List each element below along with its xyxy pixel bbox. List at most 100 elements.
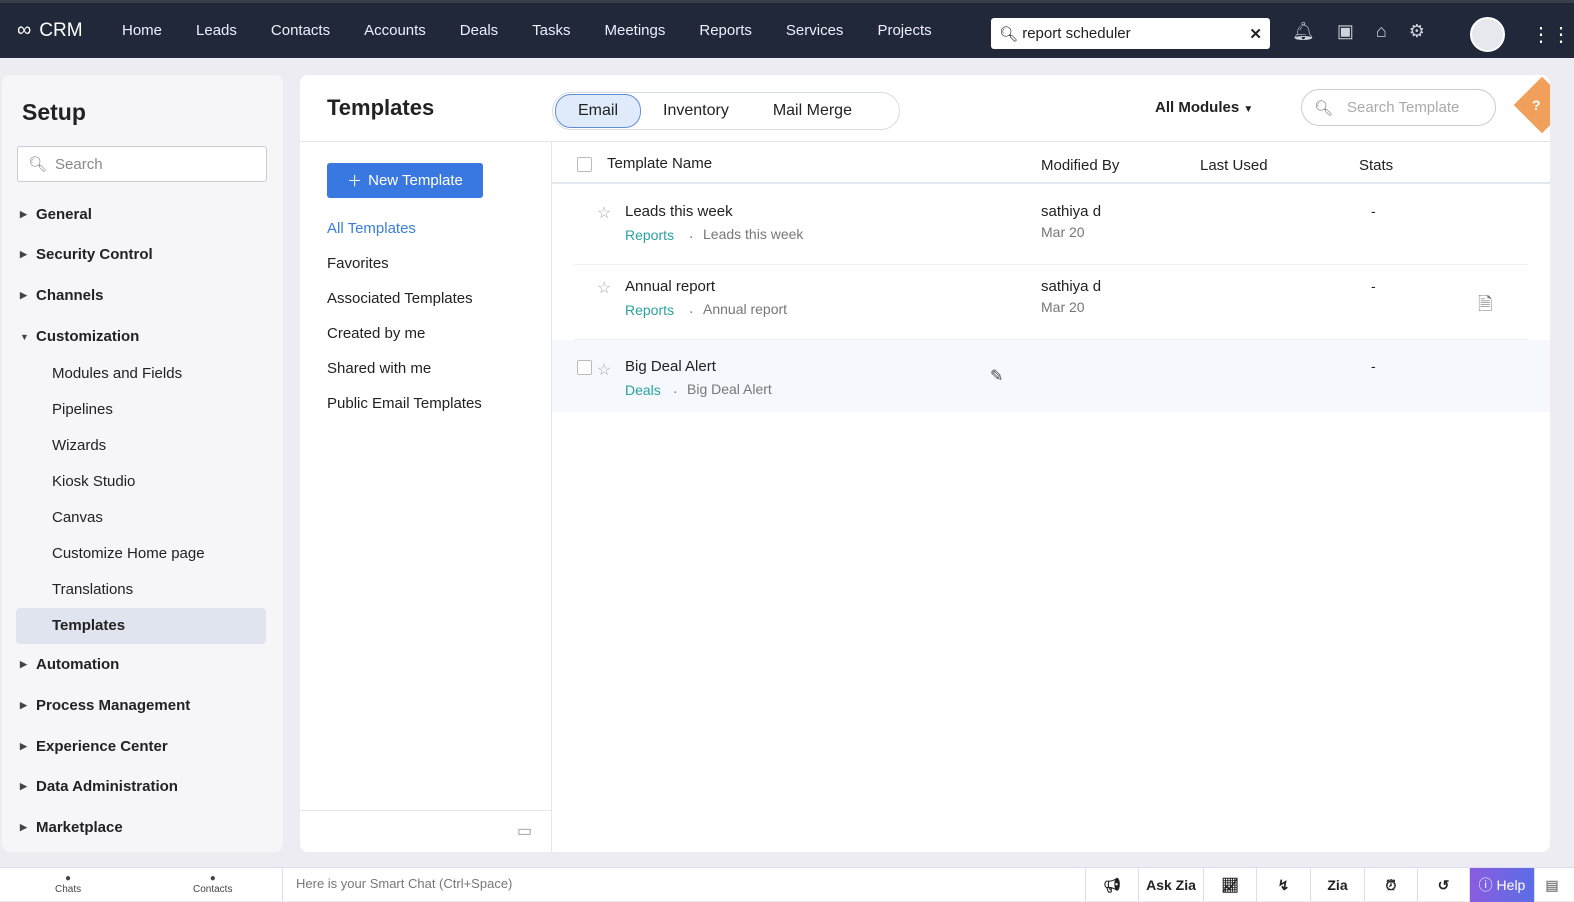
filter-created-by-me[interactable]: Created by me — [327, 325, 426, 342]
logo-icon: ∞ — [17, 19, 32, 41]
filter-favorites[interactable]: Favorites — [327, 255, 389, 272]
sidebar-item-translations[interactable]: Translations — [52, 581, 134, 598]
template-name-link[interactable]: Annual report — [625, 278, 716, 295]
star-icon[interactable]: ☆ — [597, 280, 612, 297]
templates-panel: Templates Email Inventory Mail Merge All… — [300, 75, 1550, 852]
setup-sidebar: Setup 🔍︎ Search ▶ General ▶ Security Control… — [2, 75, 283, 852]
modified-date: Mar 20 — [1041, 224, 1085, 240]
module-link[interactable]: Reports — [625, 302, 675, 318]
sidebar-item-wizards[interactable]: Wizards — [52, 437, 107, 454]
template-subject: Big Deal Alert — [687, 381, 772, 397]
history-icon[interactable]: ↺ — [1417, 868, 1469, 902]
filter-shared-with-me[interactable]: Shared with me — [327, 360, 432, 377]
sidebar-section-marketplace[interactable]: ▶ Marketplace — [20, 819, 123, 836]
question-icon: ? — [1532, 97, 1541, 113]
module-link[interactable]: Reports — [625, 227, 675, 243]
caret-right-icon: ▶ — [20, 741, 27, 751]
sidebar-section-process-management[interactable]: ▶ Process Management — [20, 697, 191, 714]
table-row[interactable]: ☆ Big Deal Alert Deals . Big Deal Alert … — [552, 340, 1550, 412]
col-stats[interactable]: Stats — [1359, 157, 1394, 174]
module-filter-dropdown[interactable]: All Modules ▼ — [1155, 99, 1254, 116]
clear-search-icon[interactable]: ✕ — [1249, 25, 1262, 43]
collapse-panel-icon[interactable]: ▭ — [517, 823, 533, 840]
signal-icon[interactable]: ↯ — [1256, 868, 1310, 902]
sidebar-section-experience-center[interactable]: ▶ Experience Center — [20, 738, 168, 755]
setup-search-input[interactable]: 🔍︎ Search — [17, 146, 267, 182]
nav-meetings[interactable]: Meetings — [604, 22, 666, 39]
gear-icon[interactable]: ⚙ — [1408, 21, 1425, 41]
ask-zia-button[interactable]: Ask Zia — [1138, 868, 1203, 902]
filter-associated-templates[interactable]: Associated Templates — [327, 290, 473, 307]
nav-home[interactable]: Home — [122, 22, 163, 39]
search-icon: 🔍︎ — [1314, 99, 1334, 117]
sidebar-title: Setup — [22, 99, 86, 125]
schedule-report-icon[interactable]: 🗎︎ — [1478, 294, 1493, 314]
avatar[interactable] — [1470, 17, 1505, 52]
sidebar-item-kiosk-studio[interactable]: Kiosk Studio — [52, 473, 136, 490]
sidebar-item-customize-home-page[interactable]: Customize Home page — [52, 545, 205, 562]
sidebar-item-modules-and-fields[interactable]: Modules and Fields — [52, 365, 183, 382]
caret-right-icon: ▶ — [20, 659, 27, 669]
nav-services[interactable]: Services — [785, 22, 844, 39]
nav-contacts[interactable]: Contacts — [270, 22, 331, 39]
bottom-bar: ● Chats ● Contacts Here is your Smart Chat… — [0, 867, 1574, 902]
nav-tasks[interactable]: Tasks — [532, 22, 571, 39]
template-search-input[interactable]: 🔍︎ Search Template — [1301, 89, 1496, 126]
smart-chat-input[interactable]: Here is your Smart Chat (Ctrl+Space) — [282, 868, 512, 902]
alarm-icon[interactable]: ⏰︎ — [1364, 868, 1417, 902]
marketplace-icon[interactable]: ⌂ — [1375, 21, 1387, 41]
table-row[interactable]: ☆ Leads this week Reports . Leads this w… — [552, 195, 1550, 265]
sidebar-section-customization[interactable]: ▼ Customization — [20, 328, 140, 345]
sidebar-item-pipelines[interactable]: Pipelines — [52, 401, 113, 418]
contacts-button[interactable]: ● Contacts — [193, 873, 233, 895]
template-name-link[interactable]: Leads this week — [625, 203, 733, 220]
zia-icon[interactable]: Zia — [1310, 868, 1364, 902]
col-template-name[interactable]: Template Name — [607, 155, 713, 172]
new-template-button[interactable]: ＋ New Template — [327, 163, 483, 198]
chats-button[interactable]: ● Chats — [55, 873, 82, 895]
filter-all-templates[interactable]: All Templates — [327, 220, 416, 237]
sidebar-section-general[interactable]: ▶ General — [20, 206, 92, 223]
top-navbar: ∞ CRM Home Leads Contacts Accounts Deals Tasks… — [0, 0, 1574, 58]
col-modified-by[interactable]: Modified By — [1041, 157, 1120, 174]
announcement-icon[interactable]: 📢︎ — [1085, 868, 1138, 902]
sidebar-section-security-control[interactable]: ▶ Security Control — [20, 246, 153, 263]
stats-value: - — [1371, 203, 1376, 219]
module-link[interactable]: Deals — [625, 382, 661, 398]
help-button[interactable]: ⓘ Help — [1469, 868, 1534, 902]
select-all-checkbox[interactable] — [577, 157, 592, 172]
table-row[interactable]: ☆ Annual report Reports . Annual report … — [552, 270, 1550, 340]
col-last-used[interactable]: Last Used — [1200, 157, 1268, 174]
caret-right-icon: ▶ — [20, 209, 27, 219]
star-icon[interactable]: ☆ — [597, 205, 612, 222]
apps-grid-icon[interactable]: ⋮⋮⋮ — [1531, 24, 1574, 46]
calendar-icon[interactable]: ▣ — [1336, 21, 1354, 41]
sidebar-item-templates[interactable]: Templates — [16, 608, 266, 644]
row-checkbox[interactable] — [577, 360, 592, 375]
crm-logo[interactable]: ∞ CRM — [17, 19, 83, 41]
nav-leads[interactable]: Leads — [196, 22, 237, 39]
sidebar-item-canvas[interactable]: Canvas — [52, 509, 103, 526]
sidebar-section-data-administration[interactable]: ▶ Data Administration — [20, 778, 178, 795]
filter-public-email-templates[interactable]: Public Email Templates — [327, 395, 482, 412]
template-name-link[interactable]: Big Deal Alert — [625, 358, 716, 375]
nav-reports[interactable]: Reports — [699, 22, 752, 39]
template-type-tabs: Email Inventory Mail Merge — [552, 92, 900, 130]
contact-icon: ● — [209, 873, 216, 884]
notes-icon[interactable]: ▤ — [1534, 868, 1569, 902]
star-icon[interactable]: ☆ — [597, 362, 612, 379]
nav-accounts[interactable]: Accounts — [364, 22, 426, 39]
edit-pencil-icon[interactable]: ✎ — [990, 368, 1004, 385]
tab-inventory[interactable]: Inventory — [663, 102, 729, 119]
modified-by: sathiya d — [1041, 203, 1102, 220]
nav-projects[interactable]: Projects — [877, 22, 932, 39]
global-search-input[interactable]: 🔍︎ report scheduler ✕ — [991, 18, 1270, 49]
tab-email[interactable]: Email — [555, 94, 642, 128]
bell-icon[interactable]: 🔔︎ — [1292, 21, 1315, 41]
sidebar-section-automation[interactable]: ▶ Automation — [20, 656, 120, 673]
sidebar-section-channels[interactable]: ▶ Channels — [20, 287, 104, 304]
nav-deals[interactable]: Deals — [459, 22, 499, 39]
analytics-icon[interactable]: 📈︎ — [1203, 868, 1256, 902]
caret-right-icon: ▶ — [20, 249, 27, 259]
tab-mail-merge[interactable]: Mail Merge — [772, 102, 852, 119]
